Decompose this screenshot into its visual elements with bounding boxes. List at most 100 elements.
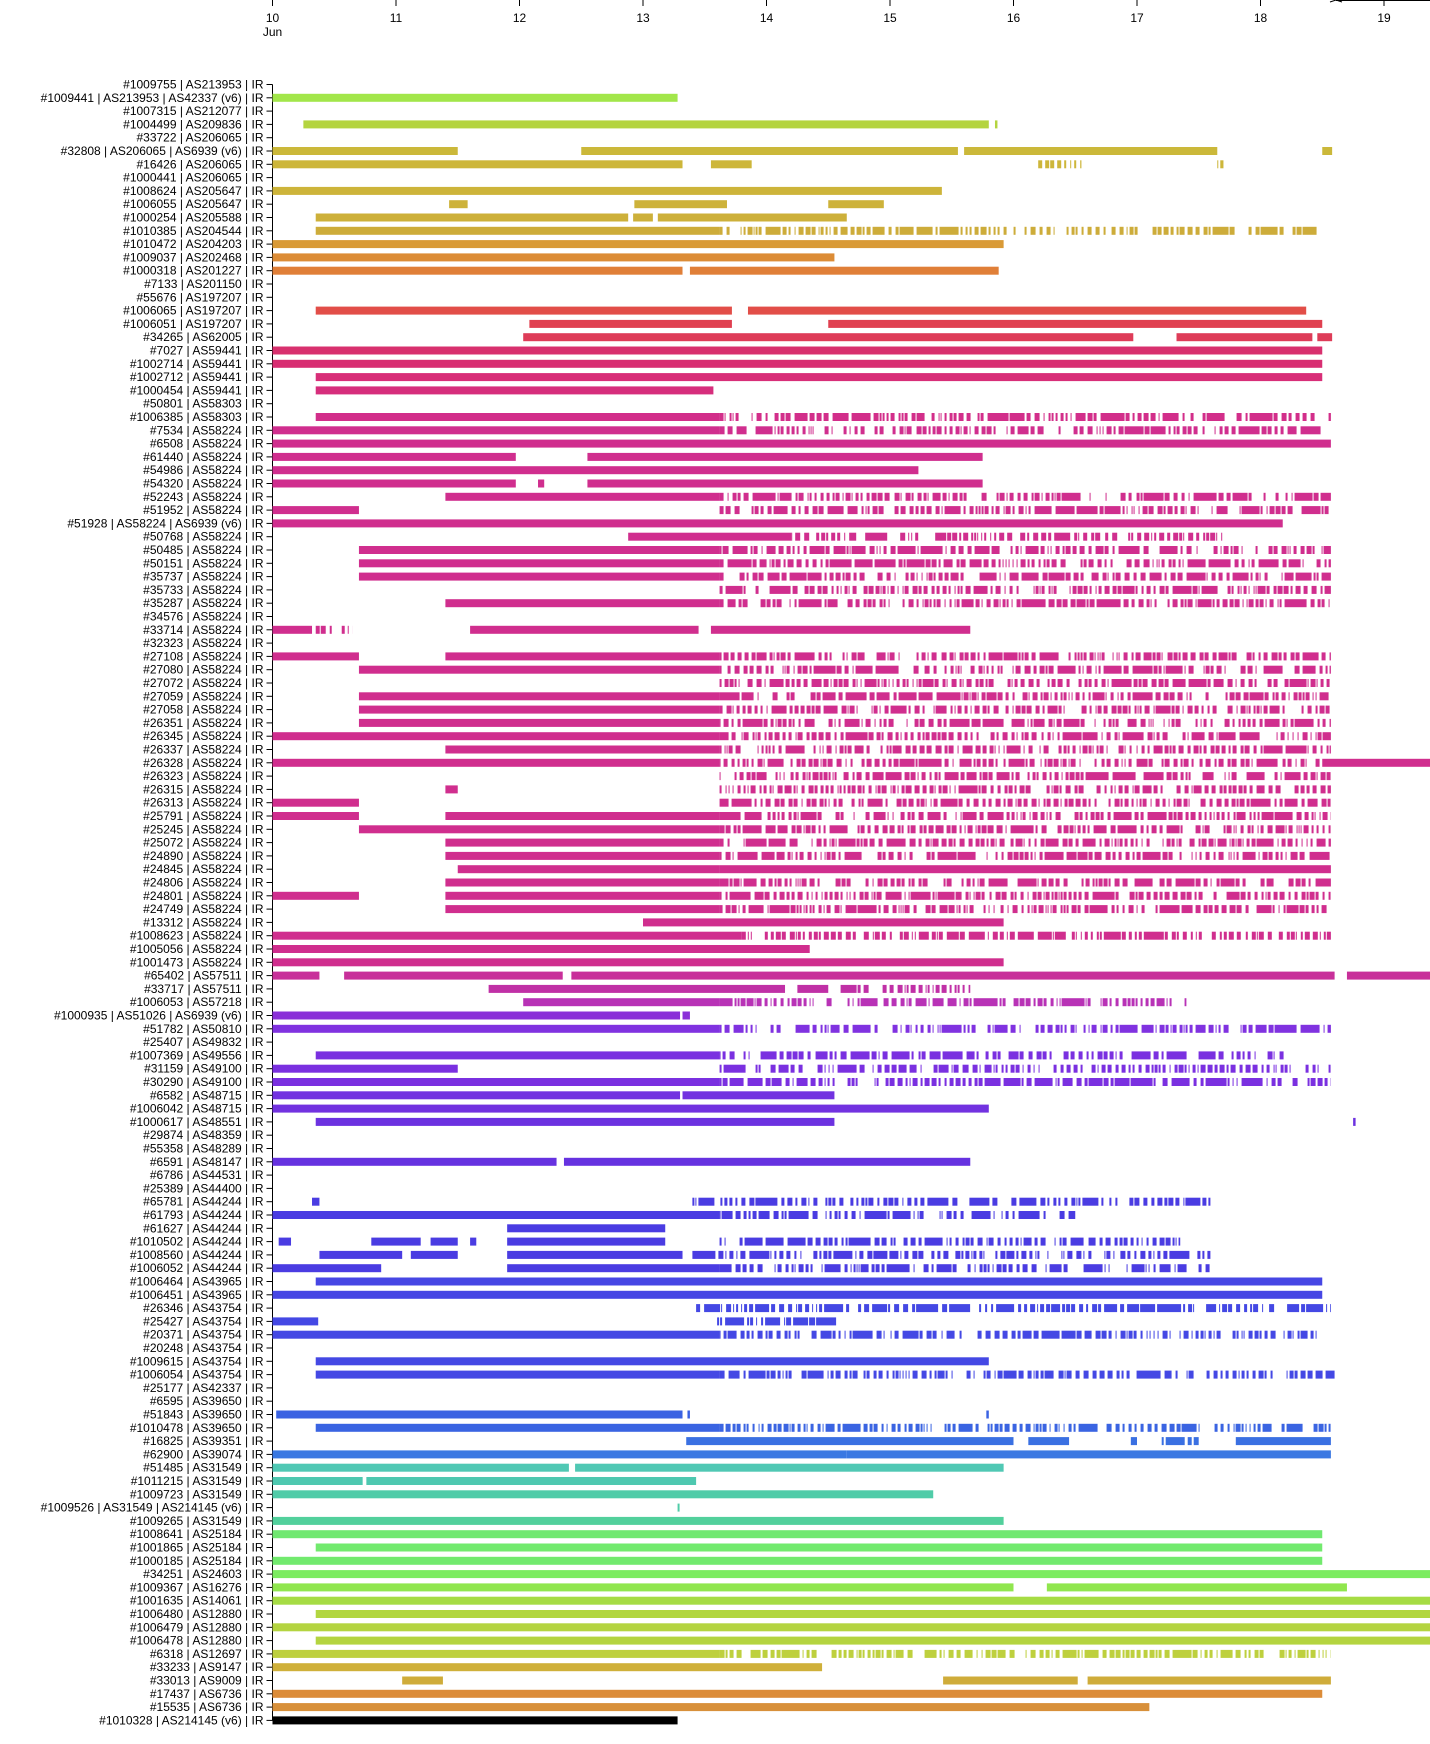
sparse-tick — [1322, 732, 1331, 741]
row-bars — [315, 1610, 1430, 1618]
sparse-tick — [888, 758, 892, 767]
sparse-tick — [919, 745, 925, 754]
sparse-tick — [772, 812, 776, 820]
sparse-tick — [797, 546, 800, 554]
row-bars — [272, 1570, 1430, 1579]
sparse-tick — [1205, 665, 1210, 674]
sparse-tick — [845, 931, 851, 940]
sparse-tick — [785, 1370, 788, 1379]
segment-bar — [272, 812, 359, 820]
row-label: #7133 | AS201150 | IR — [144, 277, 264, 291]
sparse-tick — [1264, 1330, 1268, 1339]
segment-bar — [272, 758, 720, 767]
sparse-tick — [1169, 1250, 1190, 1259]
sparse-tick — [1241, 1078, 1263, 1086]
sparse-tick — [1176, 798, 1182, 807]
sparse-tick — [1035, 585, 1039, 594]
row-bars — [315, 1357, 989, 1366]
sparse-tick — [1016, 559, 1018, 568]
sparse-tick — [960, 572, 964, 581]
sparse-tick — [903, 559, 906, 568]
sparse-tick — [906, 718, 908, 727]
sparse-tick — [1164, 1370, 1172, 1379]
sparse-tick — [1294, 492, 1313, 501]
sparse-tick — [1214, 1423, 1218, 1432]
sparse-tick — [974, 1078, 978, 1086]
segment-bar — [445, 905, 720, 914]
segment-bar — [272, 1157, 557, 1166]
sparse-tick — [865, 718, 871, 727]
sparse-tick — [1138, 506, 1140, 515]
sparse-tick — [812, 1211, 818, 1219]
sparse-tick — [1065, 785, 1071, 794]
sparse-tick — [1083, 532, 1088, 541]
sparse-tick — [851, 652, 857, 661]
sparse-tick — [862, 226, 865, 235]
sparse-tick — [1295, 878, 1301, 887]
sparse-tick — [969, 998, 972, 1007]
sparse-tick — [731, 758, 735, 767]
sparse-tick — [1169, 1064, 1171, 1073]
sparse-tick — [1263, 492, 1266, 501]
sparse-tick — [843, 426, 847, 435]
segment-bar — [272, 1649, 720, 1658]
sparse-tick — [1300, 825, 1302, 834]
sparse-tick — [1039, 1423, 1042, 1432]
sparse-tick — [862, 785, 865, 794]
sparse-tick — [882, 585, 886, 594]
sparse-tick — [835, 572, 841, 581]
sparse-tick — [1111, 226, 1116, 235]
segment-bar — [272, 479, 516, 488]
sparse-tick — [1320, 492, 1331, 501]
sparse-tick — [822, 745, 824, 754]
sparse-tick — [1262, 1423, 1272, 1432]
sparse-tick — [1088, 559, 1094, 568]
sparse-tick — [1245, 413, 1248, 421]
segment-bar — [445, 599, 720, 608]
sparse-tick — [1198, 931, 1202, 940]
sparse-tick — [692, 1197, 695, 1206]
sparse-tick — [995, 891, 1001, 900]
sparse-tick — [860, 679, 862, 687]
sparse-tick — [1155, 692, 1161, 701]
sparse-tick — [1203, 226, 1208, 235]
row-label: #1006480 | AS12880 | IR — [130, 1607, 264, 1621]
sparse-tick — [835, 878, 841, 887]
sparse-tick — [1153, 1264, 1156, 1273]
sparse-tick — [1059, 1237, 1062, 1246]
sparse-tick — [974, 1264, 976, 1273]
sparse-tick — [909, 851, 913, 860]
sparse-tick — [1255, 546, 1258, 554]
sparse-tick — [1107, 812, 1111, 820]
sparse-tick — [1046, 785, 1050, 794]
segment-bar — [315, 386, 714, 395]
sparse-tick — [786, 1317, 792, 1326]
segment-bar — [682, 1091, 835, 1100]
sparse-tick — [868, 732, 874, 741]
sparse-tick — [1183, 1304, 1186, 1313]
sparse-tick — [1066, 1304, 1071, 1313]
sparse-tick — [1064, 1024, 1067, 1033]
sparse-tick — [719, 718, 721, 727]
sparse-tick — [999, 532, 1005, 541]
sparse-tick — [1012, 665, 1014, 674]
row-label: #27072 | AS58224 | IR — [143, 676, 264, 690]
sparse-tick — [1208, 905, 1213, 914]
sparse-tick — [1152, 652, 1156, 661]
sparse-tick — [776, 851, 785, 860]
sparse-tick — [1054, 891, 1058, 900]
row-bars — [445, 905, 1327, 914]
sparse-tick — [780, 798, 785, 807]
sparse-tick — [1171, 705, 1175, 714]
sparse-tick — [865, 878, 869, 887]
sparse-tick — [718, 1250, 724, 1259]
sparse-tick — [891, 1064, 897, 1073]
sparse-tick — [1275, 492, 1279, 501]
sparse-tick — [1186, 546, 1192, 554]
sparse-tick — [779, 1250, 784, 1259]
sparse-tick — [1203, 905, 1208, 914]
sparse-tick — [1088, 1078, 1103, 1086]
sparse-tick — [995, 798, 1001, 807]
sparse-tick — [1027, 905, 1030, 914]
sparse-tick — [937, 718, 942, 727]
